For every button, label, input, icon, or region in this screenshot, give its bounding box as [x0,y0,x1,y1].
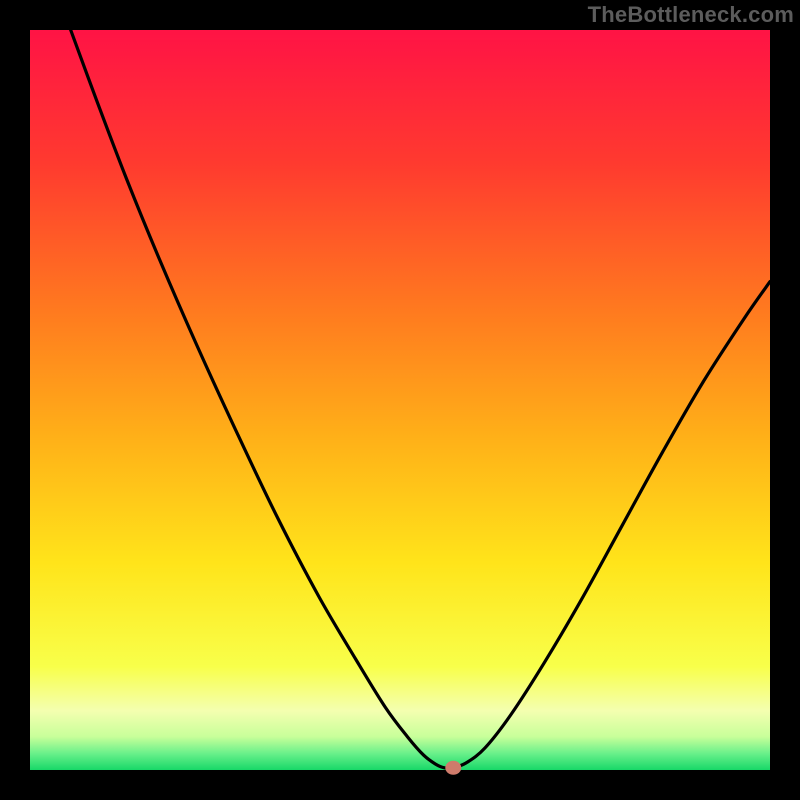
plot-background [30,30,770,770]
watermark-text: TheBottleneck.com [588,2,794,28]
optimal-point-marker [445,761,461,775]
chart-container: { "canvas": { "width": 800, "height": 80… [0,0,800,800]
bottleneck-chart [0,0,800,800]
